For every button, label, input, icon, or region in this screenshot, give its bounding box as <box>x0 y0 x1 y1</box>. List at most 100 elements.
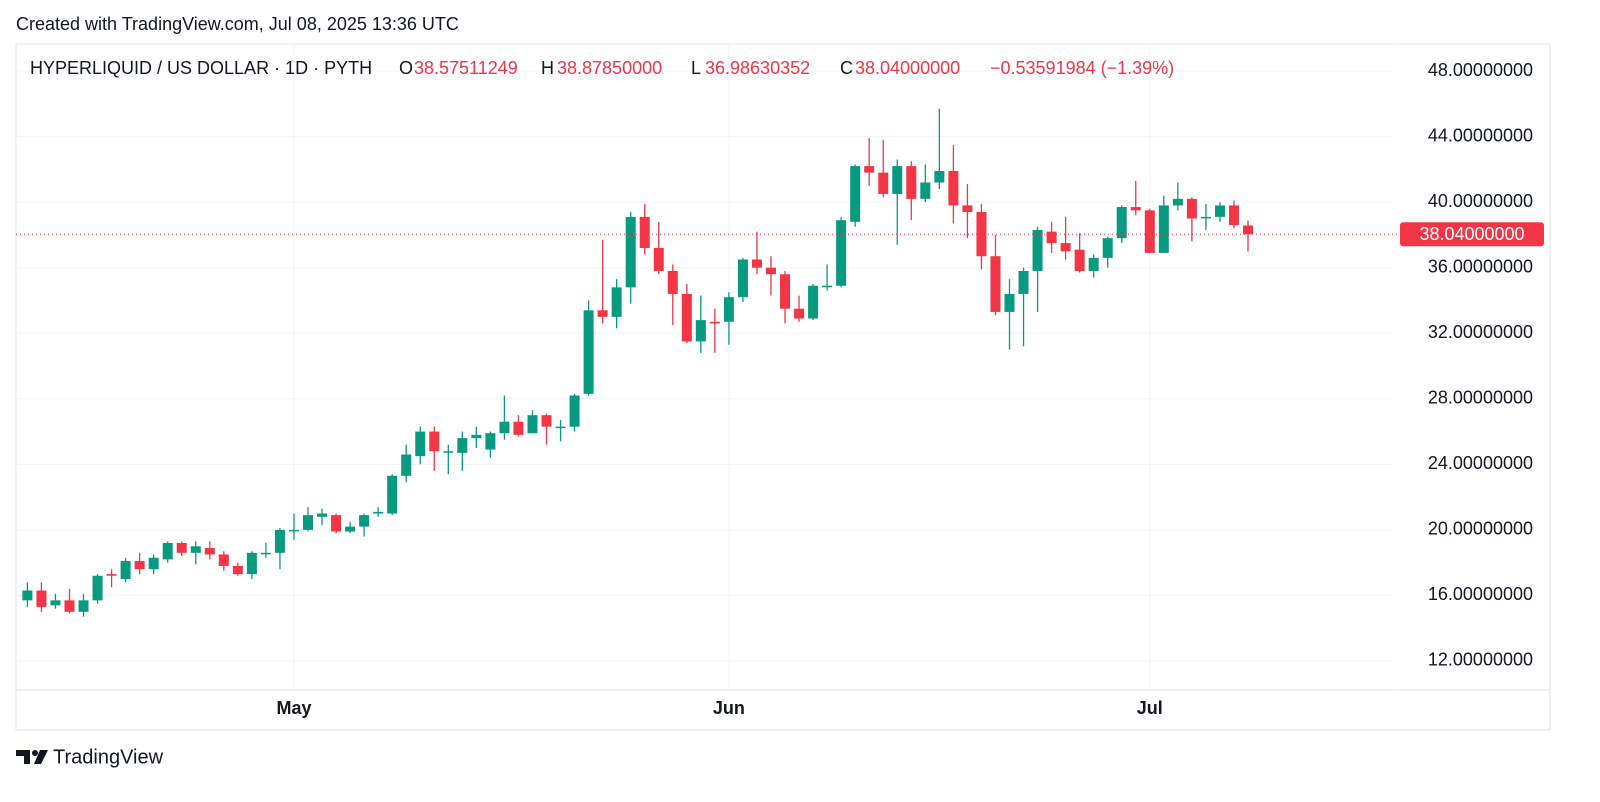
candle-body <box>274 529 285 553</box>
candle-body <box>709 321 720 324</box>
candle-body <box>878 172 889 194</box>
candle-body <box>1243 225 1254 235</box>
candle-body <box>1060 243 1071 252</box>
candle-body <box>162 543 173 560</box>
close-value: 38.04000000 <box>855 58 960 78</box>
candle-body <box>260 552 271 555</box>
candle-body <box>822 285 833 288</box>
candle-body <box>288 529 299 532</box>
chart-frame <box>15 43 1551 731</box>
candle-body <box>36 590 47 607</box>
y-tick-label: 20.00000000 <box>1428 519 1533 539</box>
candle-body <box>611 287 622 317</box>
candle-body <box>976 211 987 257</box>
candle-body <box>246 552 257 575</box>
candle-body <box>1186 198 1197 219</box>
candle-body <box>106 574 117 576</box>
candle-body <box>527 415 538 434</box>
high-value: 38.87850000 <box>557 58 662 78</box>
watermark: Created with TradingView.com, Jul 08, 20… <box>16 14 459 34</box>
low-value: 36.98630352 <box>705 58 810 78</box>
candle-body <box>1088 257 1099 271</box>
candle-body <box>345 526 356 532</box>
candle-body <box>667 270 678 294</box>
candle-body <box>22 590 33 601</box>
candle-body <box>92 575 103 601</box>
candle-body <box>499 421 510 434</box>
candle-body <box>218 554 229 566</box>
candle-body <box>471 434 482 439</box>
candle-body <box>204 547 215 555</box>
candle-body <box>934 171 945 183</box>
open-value: 38.57511249 <box>414 58 518 78</box>
candle-body <box>1228 205 1239 226</box>
y-tick-label: 28.00000000 <box>1428 388 1533 408</box>
candle-body <box>808 285 819 319</box>
candle-body <box>429 431 440 452</box>
last-price-box <box>1400 222 1544 247</box>
candle-body <box>387 475 398 514</box>
candle-body <box>401 454 412 476</box>
candle-body <box>443 451 454 453</box>
candle-body <box>1144 210 1155 253</box>
candle-body <box>751 259 762 268</box>
candle-body <box>836 220 847 286</box>
candle-body <box>1018 270 1029 294</box>
symbol: HYPERLIQUID / US DOLLAR · 1D · PYTH <box>30 58 372 78</box>
y-tick-label: 32.00000000 <box>1428 322 1533 342</box>
candle-body <box>541 415 552 427</box>
candle-body <box>1158 205 1169 253</box>
low-label: L <box>691 58 701 78</box>
candle-body <box>864 166 875 173</box>
candle-body <box>850 166 861 222</box>
x-tick-label: May <box>276 698 311 718</box>
y-tick-label: 44.00000000 <box>1428 125 1533 145</box>
candle-body <box>190 546 201 553</box>
candle-body <box>513 421 524 435</box>
brand: TradingView <box>53 746 164 768</box>
close-label: C <box>840 58 853 78</box>
candle-body <box>457 438 468 453</box>
candle-body <box>1046 231 1057 244</box>
y-tick-label: 24.00000000 <box>1428 453 1533 473</box>
candle-body <box>569 395 580 427</box>
candle-body <box>625 216 636 288</box>
candle-body <box>583 310 594 394</box>
candle-body <box>1172 198 1183 206</box>
open-label: O <box>399 58 413 78</box>
high-label: H <box>541 58 554 78</box>
candle-body <box>331 515 342 532</box>
candle-body <box>1032 229 1043 271</box>
candle-body <box>962 205 973 212</box>
candle-body <box>555 426 566 429</box>
candle-body <box>359 515 370 527</box>
candle-body <box>415 431 426 457</box>
candle-body <box>176 543 187 553</box>
last-price-label: 38.04000000 <box>1419 224 1524 244</box>
candle-body <box>639 216 650 249</box>
candle-body <box>892 166 903 194</box>
candle-body <box>765 267 776 275</box>
candle-body <box>723 297 734 322</box>
candle-body <box>317 513 328 517</box>
candle-body <box>597 310 608 317</box>
grid <box>16 44 1393 690</box>
candle-body <box>990 256 1001 312</box>
brand-logo <box>16 750 48 764</box>
candle-body <box>1130 207 1141 211</box>
y-tick-label: 36.00000000 <box>1428 256 1533 276</box>
candle-body <box>232 565 243 575</box>
candle-body <box>120 561 131 580</box>
y-tick-label: 16.00000000 <box>1428 584 1533 604</box>
candle-body <box>794 308 805 319</box>
candles <box>22 108 1254 617</box>
candle-body <box>1200 216 1211 219</box>
candle-body <box>920 182 931 199</box>
y-tick-label: 40.00000000 <box>1428 191 1533 211</box>
candle-body <box>681 293 692 342</box>
candle-body <box>485 433 496 450</box>
x-tick-label: Jul <box>1137 698 1163 718</box>
change-value: −0.53591984 (−1.39%) <box>990 58 1174 78</box>
